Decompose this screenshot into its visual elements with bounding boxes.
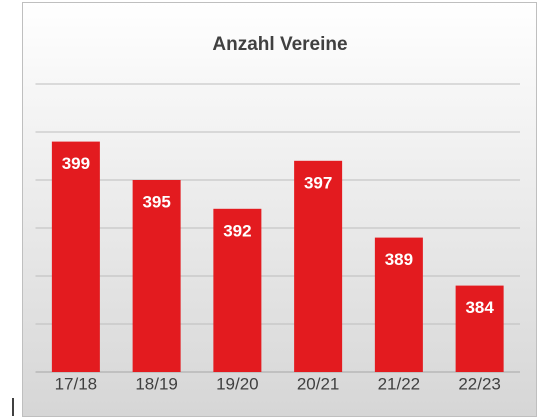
bar xyxy=(213,208,262,372)
x-tick-label: 20/21 xyxy=(297,374,340,393)
x-tick-label: 19/20 xyxy=(216,374,259,393)
value-label: 399 xyxy=(62,154,90,173)
chart-title: Anzahl Vereine xyxy=(212,34,347,55)
value-label: 384 xyxy=(465,298,494,317)
value-label: 397 xyxy=(304,173,332,192)
bar xyxy=(132,180,181,372)
value-label: 389 xyxy=(385,250,413,269)
bar xyxy=(51,141,100,372)
chart-frame xyxy=(22,2,537,417)
bar xyxy=(294,160,343,372)
bar xyxy=(374,237,423,372)
x-tick-label: 18/19 xyxy=(135,374,178,393)
x-tick-label: 17/18 xyxy=(55,374,98,393)
value-label: 395 xyxy=(142,192,170,211)
value-label: 392 xyxy=(223,221,251,240)
x-tick-label: 21/22 xyxy=(378,374,421,393)
bar xyxy=(455,285,504,372)
x-tick-label: 22/23 xyxy=(458,374,501,393)
